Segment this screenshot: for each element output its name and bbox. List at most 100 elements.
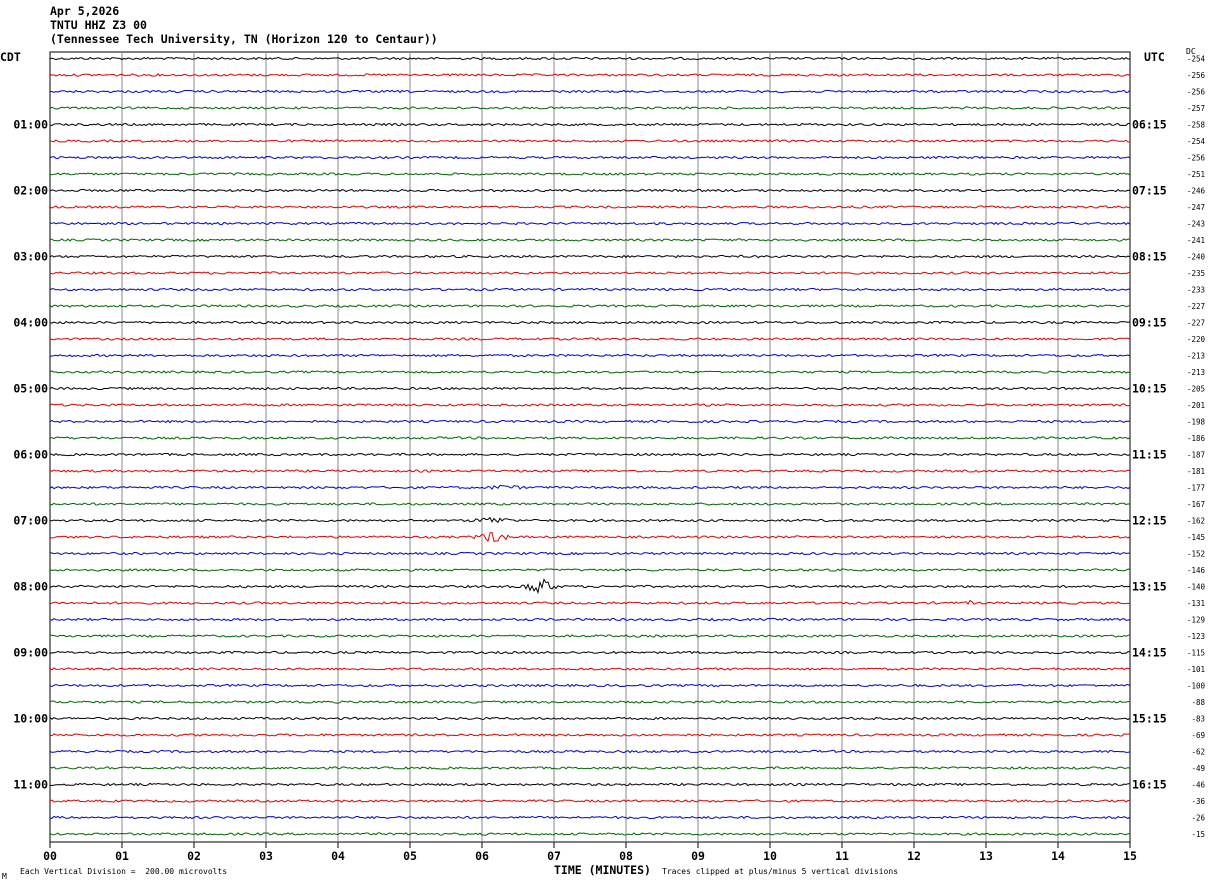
dc-offset-label: -205 — [1187, 385, 1205, 394]
dc-offset-label: -62 — [1191, 748, 1205, 757]
dc-offset-label: -186 — [1187, 434, 1206, 443]
dc-offset-label: -145 — [1187, 533, 1205, 542]
dc-offset-label: -247 — [1187, 203, 1205, 212]
utc-hour-label: 11:15 — [1132, 448, 1167, 462]
dc-offset-label: -131 — [1187, 599, 1205, 608]
seismic-trace — [49, 766, 1131, 770]
x-tick-label: 03 — [259, 849, 273, 863]
seismic-trace — [49, 634, 1131, 638]
dc-offset-label: -254 — [1187, 55, 1206, 64]
dc-offset-label: -26 — [1191, 814, 1205, 823]
seismic-trace — [49, 370, 1131, 374]
utc-hour-label: 09:15 — [1132, 316, 1167, 330]
cdt-hour-label: 10:00 — [13, 712, 48, 726]
corner-mark: M — [2, 872, 7, 881]
seismic-trace — [49, 271, 1131, 275]
seismic-trace — [49, 815, 1131, 820]
seismic-trace — [49, 122, 1131, 127]
left-timezone-label: CDT — [0, 50, 21, 64]
dc-offset-label: -162 — [1187, 517, 1205, 526]
x-tick-label: 02 — [187, 849, 201, 863]
cdt-hour-label: 05:00 — [13, 382, 48, 396]
cdt-hour-label: 11:00 — [13, 778, 48, 792]
x-tick-label: 01 — [115, 849, 129, 863]
seismic-trace — [49, 56, 1131, 61]
seismic-trace — [49, 502, 1131, 506]
x-tick-label: 10 — [763, 849, 777, 863]
dc-offset-label: -36 — [1191, 797, 1205, 806]
cdt-hour-label: 04:00 — [13, 316, 48, 330]
seismic-trace — [49, 205, 1130, 209]
x-tick-label: 05 — [403, 849, 417, 863]
seismic-trace — [49, 749, 1131, 754]
seismic-trace — [49, 139, 1131, 143]
seismic-trace — [49, 667, 1131, 671]
seismic-trace — [49, 155, 1131, 160]
seismic-trace — [49, 484, 1131, 490]
dc-offset-header: DC — [1186, 47, 1196, 56]
dc-offset-label: -177 — [1187, 484, 1205, 493]
seismic-trace — [49, 700, 1131, 704]
dc-offset-label: -227 — [1187, 302, 1205, 311]
dc-offset-label: -256 — [1187, 71, 1206, 80]
dc-offset-label: -258 — [1187, 121, 1206, 130]
seismic-trace — [49, 320, 1131, 325]
dc-offset-label: -240 — [1187, 253, 1206, 262]
seismic-trace — [49, 452, 1131, 457]
seismic-trace — [49, 516, 1131, 524]
cdt-hour-label: 01:00 — [13, 118, 48, 132]
x-tick-label: 00 — [43, 849, 57, 863]
x-tick-label: 12 — [907, 849, 921, 863]
seismic-trace — [49, 254, 1131, 259]
utc-hour-label: 14:15 — [1132, 646, 1167, 660]
seismic-trace — [49, 551, 1131, 556]
vertical-scale-note: Each Vertical Division = 200.00 microvol… — [20, 867, 228, 876]
seismic-trace — [49, 172, 1131, 176]
dc-offset-label: -152 — [1187, 550, 1205, 559]
x-tick-label: 15 — [1123, 849, 1137, 863]
seismic-trace — [49, 287, 1131, 292]
dc-offset-label: -49 — [1191, 764, 1205, 773]
x-tick-label: 04 — [331, 849, 345, 863]
x-tick-label: 09 — [691, 849, 705, 863]
dc-offset-label: -101 — [1187, 665, 1205, 674]
dc-offset-label: -246 — [1187, 187, 1206, 196]
dc-offset-label: -220 — [1187, 335, 1206, 344]
seismic-trace — [49, 221, 1131, 226]
dc-offset-label: -241 — [1187, 236, 1205, 245]
dc-offset-label: -235 — [1187, 269, 1205, 278]
utc-hour-label: 07:15 — [1132, 184, 1167, 198]
dc-offset-label: -233 — [1187, 286, 1205, 295]
x-tick-label: 11 — [835, 849, 849, 863]
seismic-trace — [49, 106, 1131, 110]
seismic-trace — [49, 683, 1131, 688]
dc-offset-label: -88 — [1191, 698, 1205, 707]
seismic-trace — [49, 419, 1131, 424]
seismic-trace — [49, 617, 1131, 622]
seismic-trace — [49, 568, 1131, 572]
dc-offset-label: -243 — [1187, 220, 1205, 229]
utc-hour-label: 10:15 — [1132, 382, 1167, 396]
dc-offset-label: -15 — [1191, 830, 1205, 839]
dc-offset-label: -201 — [1187, 401, 1205, 410]
cdt-hour-label: 07:00 — [13, 514, 48, 528]
seismic-trace — [49, 650, 1131, 655]
seismic-trace — [49, 337, 1131, 341]
dc-offset-label: -140 — [1187, 583, 1206, 592]
x-tick-label: 14 — [1051, 849, 1065, 863]
seismic-trace — [49, 238, 1131, 242]
station-code: TNTU HHZ Z3 00 — [50, 18, 147, 32]
seismic-trace — [49, 353, 1131, 358]
utc-hour-label: 12:15 — [1132, 514, 1167, 528]
seismic-trace — [49, 733, 1131, 737]
x-tick-label: 08 — [619, 849, 633, 863]
seismic-trace — [49, 531, 1131, 543]
dc-offset-label: -181 — [1187, 467, 1205, 476]
dc-offset-label: -129 — [1187, 616, 1205, 625]
seismic-trace — [49, 403, 1131, 407]
cdt-hour-label: 02:00 — [13, 184, 48, 198]
x-tick-label: 06 — [475, 849, 489, 863]
dc-offset-label: -198 — [1187, 418, 1206, 427]
seismic-trace — [49, 578, 1131, 595]
